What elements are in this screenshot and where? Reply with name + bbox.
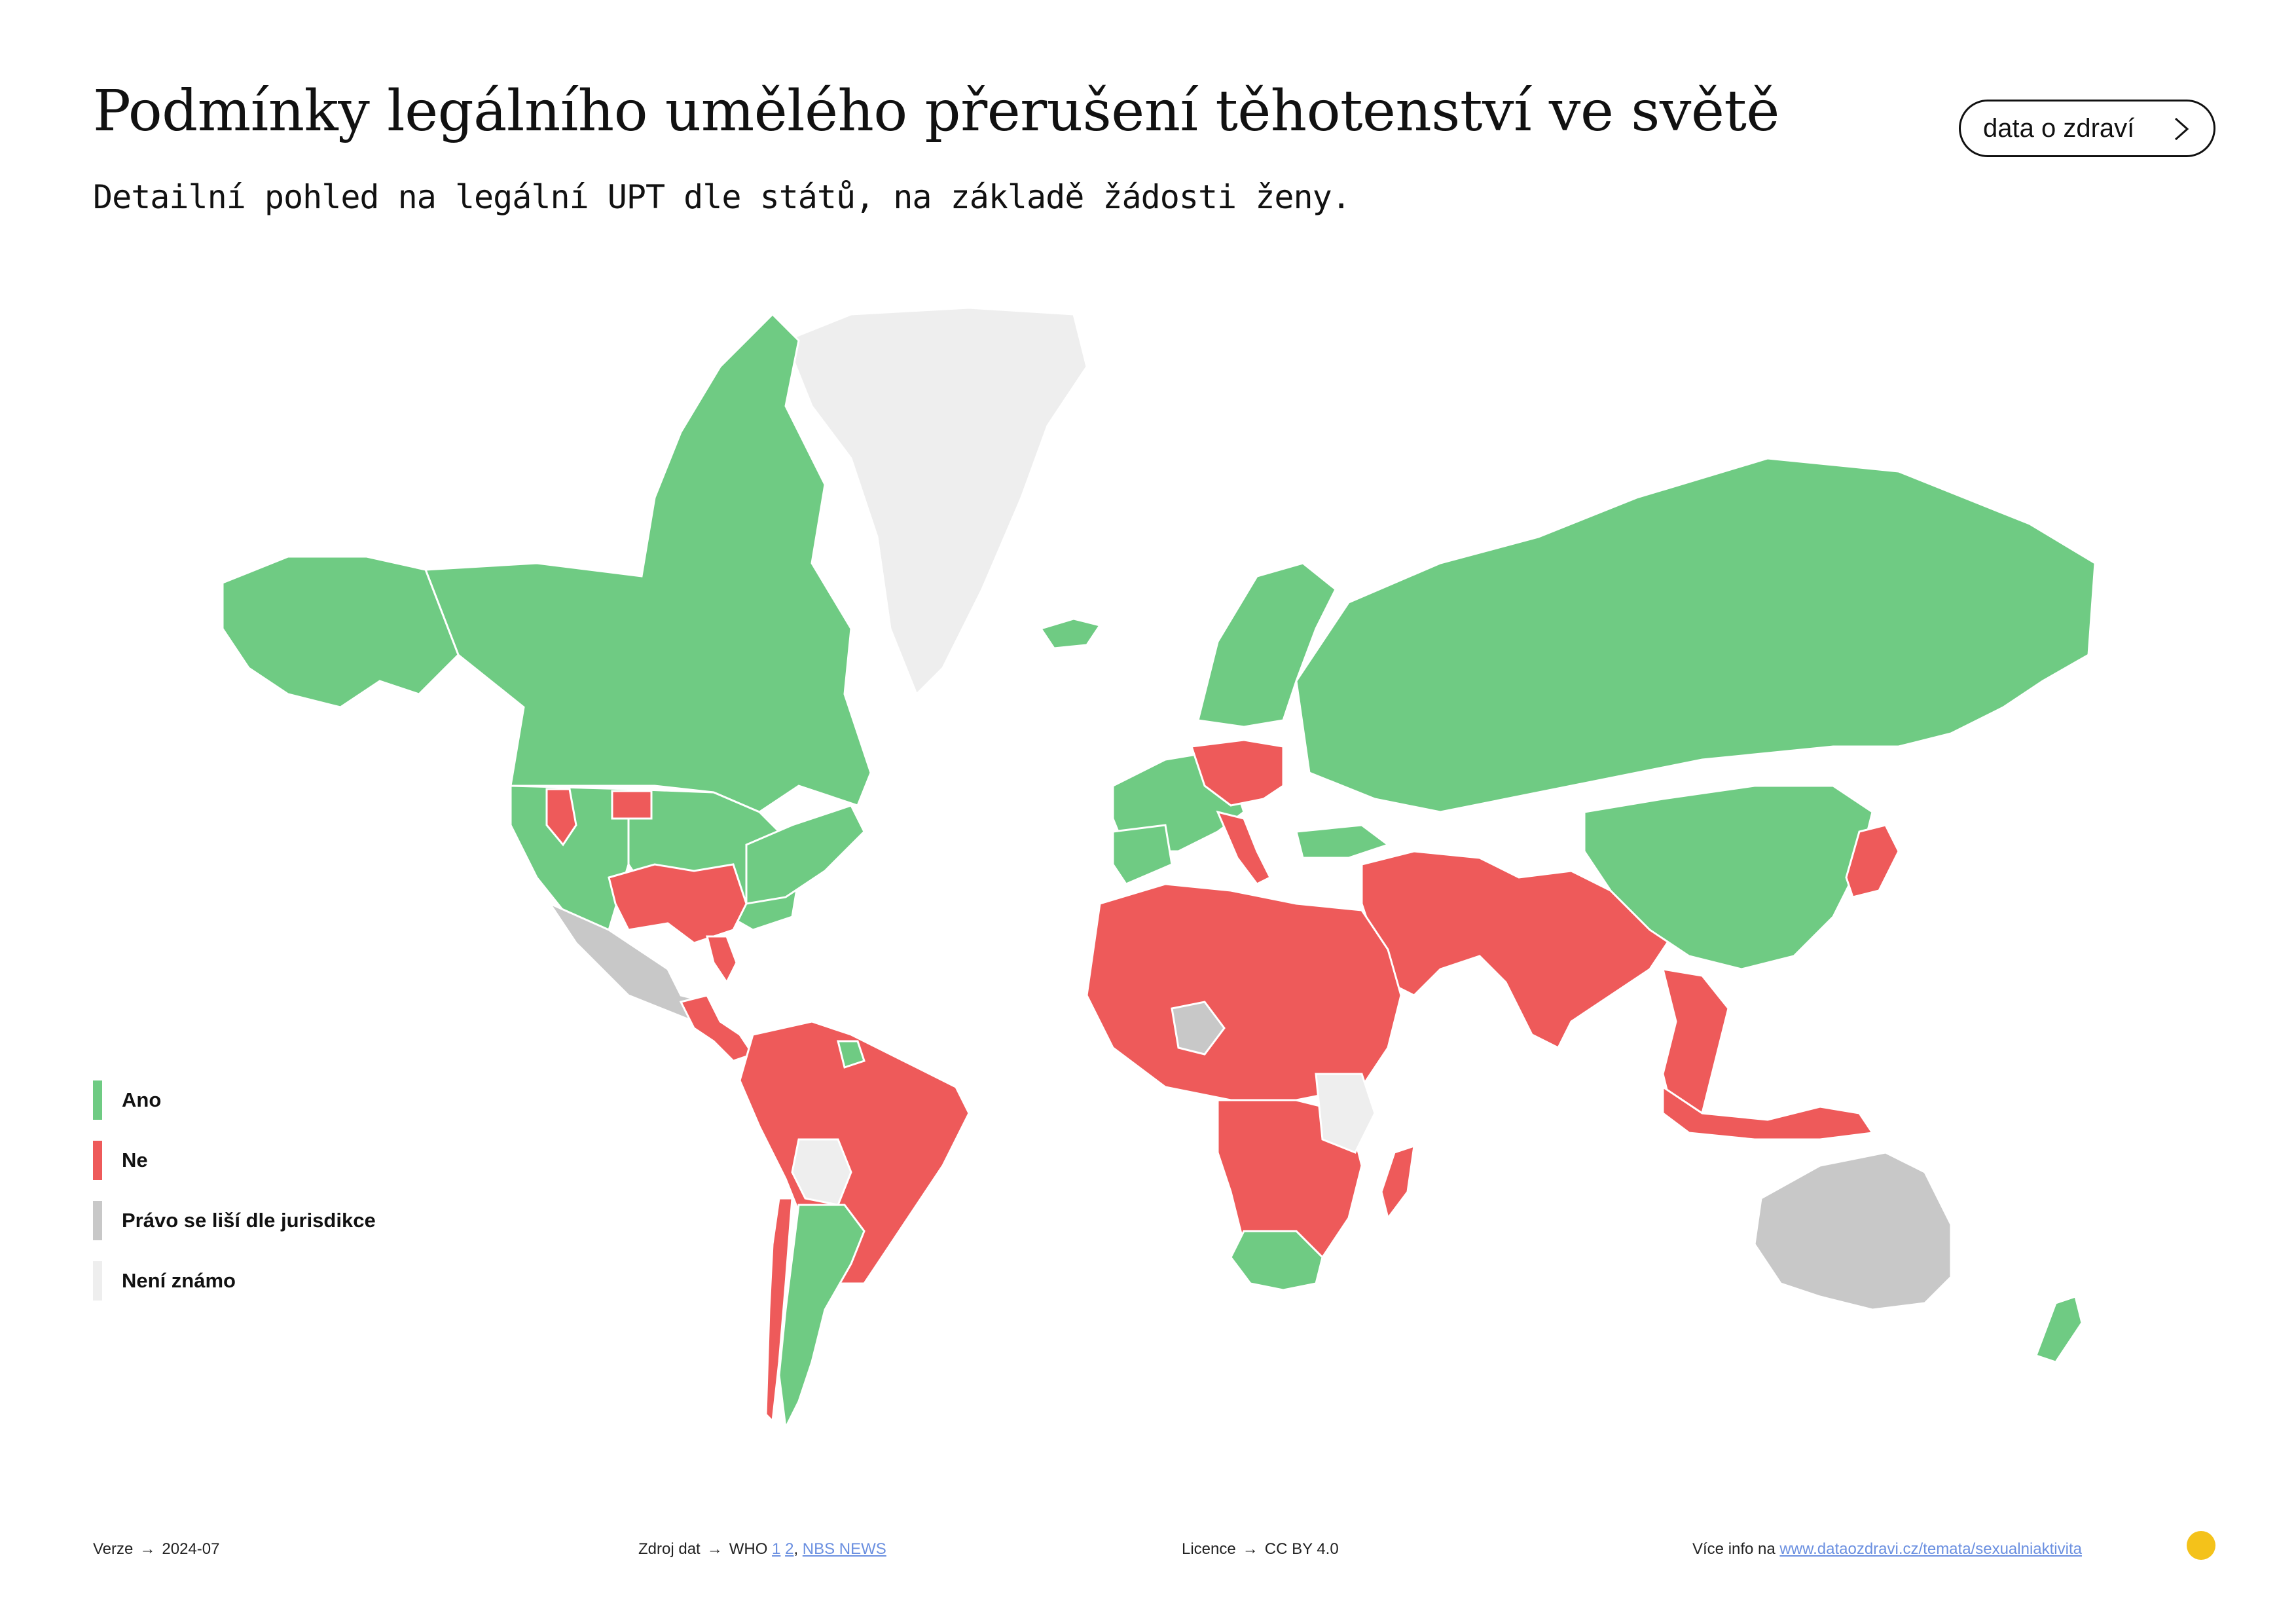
legend-item-pravo[interactable]: Právo se liší dle jurisdikce xyxy=(93,1201,376,1240)
source-link-1[interactable]: 1 xyxy=(772,1540,781,1558)
region-madagascar[interactable] xyxy=(1380,1144,1415,1221)
more-info-link[interactable]: www.dataozdravi.cz/temata/sexualniaktivi… xyxy=(1779,1540,2082,1558)
footer-more-info: Více info na www.dataozdravi.cz/temata/s… xyxy=(1692,1540,2082,1559)
region-australia[interactable] xyxy=(1753,1151,1952,1311)
region-argentina[interactable] xyxy=(778,1204,866,1431)
region-usa-florida[interactable] xyxy=(706,935,738,984)
region-scandinavia[interactable] xyxy=(1197,562,1337,728)
nav-button-label: data o zdraví xyxy=(1983,113,2135,143)
footer-license-label: Licence xyxy=(1182,1540,1236,1558)
legend-swatch-ne xyxy=(93,1141,102,1180)
region-europe-central[interactable] xyxy=(1190,739,1285,807)
arrow-right-icon: → xyxy=(1242,1540,1258,1558)
region-east-africa[interactable] xyxy=(1315,1073,1376,1154)
data-o-zdravi-button[interactable]: data o zdraví xyxy=(1959,100,2215,157)
legend-item-ano[interactable]: Ano xyxy=(93,1080,376,1120)
legend-label-nezname: Není známo xyxy=(122,1269,236,1292)
footer-source-label: Zdroj dat xyxy=(638,1540,701,1558)
region-greenland[interactable] xyxy=(784,306,1088,696)
region-usa-south[interactable] xyxy=(608,863,748,944)
legend-swatch-ano xyxy=(93,1080,102,1120)
region-canada[interactable] xyxy=(424,312,872,813)
region-nigeria[interactable] xyxy=(1171,1001,1226,1056)
region-russia[interactable] xyxy=(1295,457,2096,813)
region-guyana[interactable] xyxy=(837,1040,866,1069)
source-link-2[interactable]: 2 xyxy=(785,1540,794,1558)
region-italy[interactable] xyxy=(1216,810,1272,885)
region-new-zealand[interactable] xyxy=(2035,1295,2083,1363)
region-iceland[interactable] xyxy=(1039,618,1102,650)
region-iberia[interactable] xyxy=(1112,824,1173,885)
region-chile[interactable] xyxy=(765,1197,793,1424)
arrow-right-icon: → xyxy=(706,1540,723,1558)
legend-item-nezname[interactable]: Není známo xyxy=(93,1261,376,1301)
region-southern-africa[interactable] xyxy=(1230,1230,1324,1291)
region-alaska[interactable] xyxy=(221,555,460,709)
page-subtitle: Detailní pohled na legální UPT dle států… xyxy=(93,178,1351,216)
region-usa-north-dakota[interactable] xyxy=(611,790,653,820)
footer-license-value: CC BY 4.0 xyxy=(1264,1540,1339,1558)
map-legend: Ano Ne Právo se liší dle jurisdikce Není… xyxy=(93,1080,376,1321)
region-africa-north[interactable] xyxy=(1085,883,1402,1101)
footer-more-info-label: Více info na xyxy=(1692,1540,1776,1558)
region-south-america-north[interactable] xyxy=(738,1020,970,1285)
footer-source-value: WHO xyxy=(729,1540,768,1558)
legend-label-ne: Ne xyxy=(122,1149,148,1172)
region-usa-idaho[interactable] xyxy=(545,788,577,847)
legend-label-ano: Ano xyxy=(122,1088,162,1111)
chevron-right-icon xyxy=(2175,117,2189,141)
region-usa-east[interactable] xyxy=(745,804,866,905)
arrow-right-icon: → xyxy=(139,1540,156,1558)
footer-version: Verze → 2024-07 xyxy=(93,1540,219,1559)
legend-swatch-nezname xyxy=(93,1261,102,1301)
dataozdravi-logo-icon[interactable] xyxy=(2187,1531,2215,1560)
legend-swatch-pravo xyxy=(93,1201,102,1240)
region-turkey[interactable] xyxy=(1295,824,1391,859)
legend-label-pravo: Právo se liší dle jurisdikce xyxy=(122,1209,376,1232)
footer-version-value: 2024-07 xyxy=(162,1540,220,1558)
region-central-america[interactable] xyxy=(679,994,755,1062)
region-china[interactable] xyxy=(1583,784,1874,970)
page-title: Podmínky legálního umělého přerušení těh… xyxy=(93,79,1779,144)
region-indonesia[interactable] xyxy=(1662,1085,1874,1141)
footer-source: Zdroj dat → WHO 1 2, NBS NEWS xyxy=(638,1540,886,1558)
legend-item-ne[interactable]: Ne xyxy=(93,1141,376,1180)
footer-license: Licence → CC BY 4.0 xyxy=(1182,1540,1339,1559)
region-japan[interactable] xyxy=(1845,824,1900,898)
footer-version-label: Verze xyxy=(93,1540,134,1558)
source-link-3[interactable]: NBS NEWS xyxy=(802,1540,886,1558)
